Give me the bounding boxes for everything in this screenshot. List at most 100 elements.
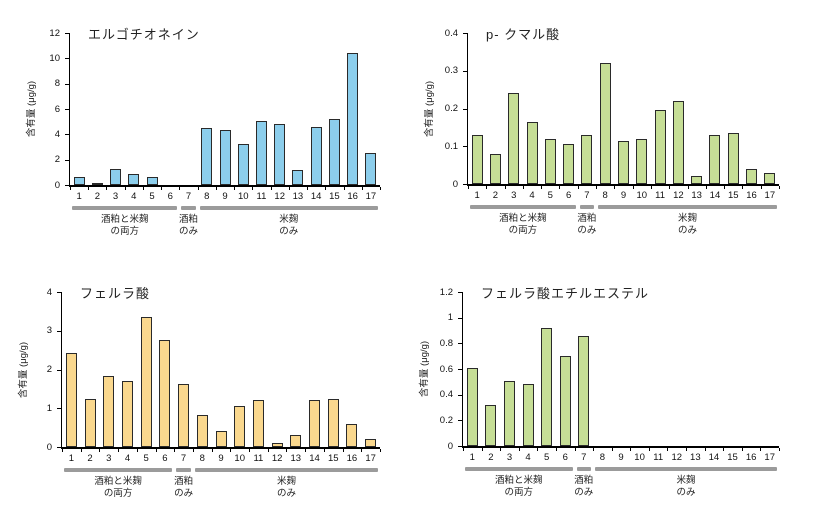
y-tick-label: 0.8 <box>439 337 453 349</box>
x-category-label: 1 <box>474 190 480 201</box>
x-tick-mark <box>614 185 616 189</box>
x-tick-mark <box>230 448 232 452</box>
x-category-label: 10 <box>636 190 648 201</box>
x-category-label: 11 <box>653 452 664 463</box>
group-underline <box>579 205 595 209</box>
x-category-label: 5 <box>149 191 155 202</box>
bar-sample-3 <box>110 168 122 185</box>
group-label-line2: のみ <box>574 487 594 498</box>
x-tick-mark <box>343 186 345 190</box>
x-category-label: 12 <box>671 452 683 463</box>
x-tick-mark <box>80 448 82 452</box>
x-tick-mark <box>574 447 576 451</box>
chart-title: エルゴチオネイン <box>88 27 200 42</box>
x-category-label: 16 <box>745 452 757 463</box>
x-tick-mark <box>249 448 251 452</box>
bar-sample-7 <box>581 134 593 184</box>
x-tick-mark <box>267 448 269 452</box>
y-tick-mark <box>64 109 69 110</box>
x-category-label: 4 <box>131 191 137 202</box>
y-tick-mark <box>457 446 462 447</box>
y-tick-mark <box>462 33 467 34</box>
x-tick-mark <box>687 185 689 189</box>
x-tick-mark <box>270 186 272 190</box>
y-tick-label: 1 <box>447 312 453 324</box>
x-tick-mark <box>88 186 90 190</box>
x-tick-mark <box>361 448 363 452</box>
x-tick-mark <box>667 447 669 451</box>
y-tick-mark <box>457 420 462 422</box>
x-tick-mark <box>518 447 520 451</box>
x-category-label: 15 <box>329 191 340 202</box>
bar-sample-10 <box>234 406 246 447</box>
bar-sample-4 <box>128 173 140 185</box>
x-tick-mark <box>630 447 632 451</box>
group-label-line1: 酒粕 <box>179 214 199 225</box>
group-label-line2: の両方 <box>508 225 538 236</box>
x-tick-mark <box>155 448 157 452</box>
x-tick-mark <box>323 448 325 452</box>
x-category-label: 3 <box>506 452 513 463</box>
bar-sample-8 <box>201 128 213 185</box>
group-underline <box>64 468 173 472</box>
x-category-label: 9 <box>620 190 627 201</box>
y-axis-line <box>60 292 62 449</box>
x-category-label: 15 <box>727 452 738 463</box>
y-tick-label: 0 <box>447 440 453 452</box>
x-category-label: 17 <box>365 191 377 202</box>
chart-title: p- クマル酸 <box>486 27 561 42</box>
x-category-label: 9 <box>218 453 224 464</box>
x-tick-mark <box>361 186 363 190</box>
y-tick-label: 1 <box>46 402 52 414</box>
x-tick-mark <box>124 186 126 190</box>
x-tick-mark <box>192 448 194 452</box>
y-tick-mark <box>457 343 462 345</box>
y-tick-label: 0.2 <box>439 414 453 426</box>
bar-sample-4 <box>121 381 133 447</box>
x-tick-mark <box>380 448 381 452</box>
bar-sample-10 <box>237 143 249 185</box>
group-underline <box>199 206 378 210</box>
y-tick-label: 12 <box>49 27 60 39</box>
x-tick-mark <box>723 447 725 451</box>
x-category-label: 10 <box>237 191 249 202</box>
x-category-label: 17 <box>764 452 775 463</box>
y-tick-label: 6 <box>54 103 60 115</box>
x-category-label: 14 <box>309 453 320 464</box>
x-category-label: 8 <box>199 453 205 464</box>
group-underline <box>72 206 178 210</box>
x-category-label: 13 <box>290 453 302 464</box>
y-tick-label: 1.2 <box>439 286 453 298</box>
x-category-label: 12 <box>673 190 684 201</box>
x-tick-mark <box>779 185 780 189</box>
x-axis-line <box>461 446 779 448</box>
x-tick-mark <box>632 185 634 189</box>
x-category-label: 8 <box>599 452 606 463</box>
y-tick-mark <box>64 58 69 60</box>
group-label-line1: 酒粕 <box>577 213 597 224</box>
y-tick-label: 4 <box>46 286 52 298</box>
x-tick-mark <box>136 448 138 452</box>
group-underline <box>598 205 777 209</box>
y-tick-mark <box>64 83 69 85</box>
group-label-line1: 米麹 <box>676 475 696 486</box>
group-label-line2: の両方 <box>504 487 534 498</box>
x-category-label: 2 <box>94 191 100 202</box>
x-category-label: 7 <box>180 453 187 464</box>
x-tick-mark <box>106 186 108 190</box>
x-category-label: 3 <box>106 453 112 464</box>
x-tick-mark <box>463 447 464 451</box>
bar-sample-6 <box>159 340 171 447</box>
bar-sample-6 <box>563 144 575 184</box>
bar-sample-6 <box>559 356 571 446</box>
x-tick-mark <box>593 447 595 451</box>
bar-sample-12 <box>672 100 684 184</box>
bar-sample-14 <box>309 400 321 447</box>
group-underline <box>595 467 777 471</box>
group-label-line1: 酒粕と米麹 <box>94 476 142 487</box>
group-label-line2: のみ <box>174 488 194 499</box>
bar-sample-7 <box>178 384 190 447</box>
chart-ferulic-acid-ethyl-ester: フェルラ酸エチルエステル 含有量 (μg/g) 0 0.2 0.4 0.6 0.8 1 1.2 1… <box>411 259 822 518</box>
x-tick-mark <box>342 448 344 452</box>
x-category-label: 11 <box>256 191 267 202</box>
